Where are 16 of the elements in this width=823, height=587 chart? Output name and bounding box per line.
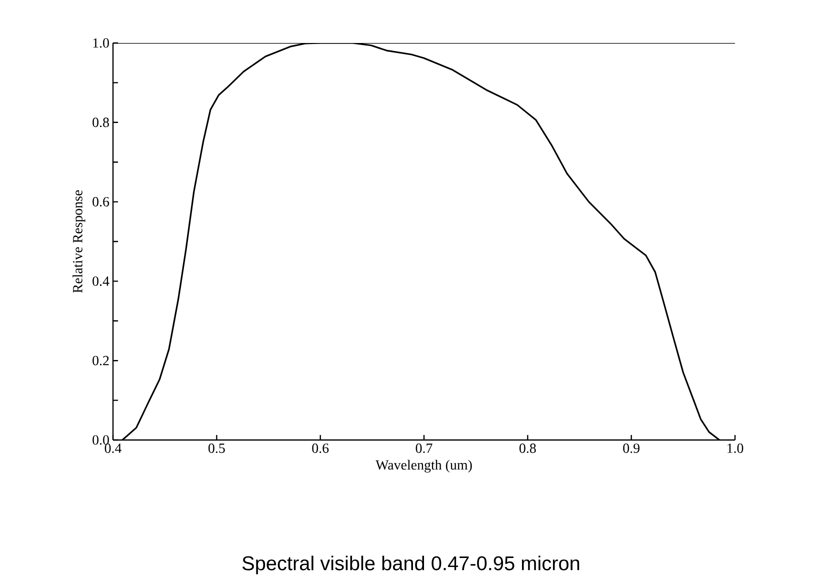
- y-tick-label: 0.2: [92, 356, 109, 366]
- x-tick-label: 0.6: [312, 444, 329, 454]
- y-tick-label: 0.8: [92, 118, 109, 128]
- y-tick-label: 1.0: [93, 38, 109, 48]
- text: Spectral visible band 0.47-0.95 micron: [242, 556, 580, 574]
- x-tick-label: 0.7: [416, 444, 432, 454]
- y-tick-label: 0.4: [92, 276, 110, 286]
- y-tick-label: 0.6: [92, 197, 110, 207]
- x-tick-label: 0.9: [623, 444, 640, 454]
- y-tick-label: 0.0: [92, 435, 109, 445]
- x-axis-title: Wavelength (um): [376, 460, 472, 473]
- x-tick-label: 0.5: [208, 444, 225, 454]
- y-axis-title: Relative Response: [72, 190, 86, 293]
- x-tick-label: 0.4: [104, 444, 122, 454]
- x-tick-label: 0.8: [519, 444, 536, 454]
- x-tick-label: 1.0: [728, 444, 744, 454]
